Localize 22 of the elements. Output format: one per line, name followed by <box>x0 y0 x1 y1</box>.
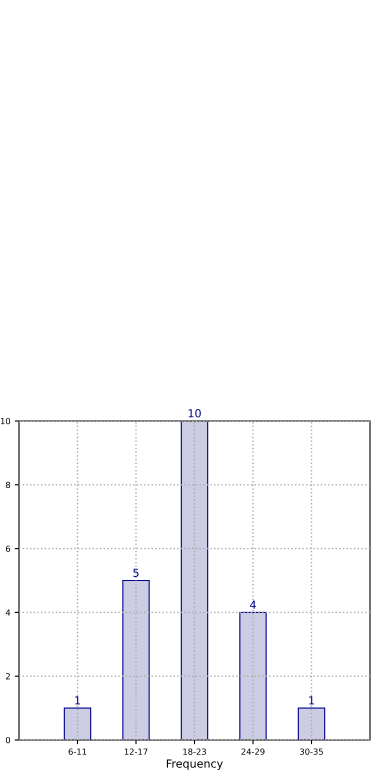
x-tick-label: 6-11 <box>68 748 86 755</box>
y-tick-label: 0 <box>6 736 10 744</box>
data-label: 1 <box>75 696 80 704</box>
y-tick-label: 6 <box>6 546 10 552</box>
bar <box>239 612 267 740</box>
data-label: 10 <box>188 409 201 418</box>
data-label: 1 <box>309 696 314 704</box>
bar <box>298 708 326 740</box>
x-axis-title: Frequency <box>166 760 223 770</box>
y-tick-label: 4 <box>6 609 10 616</box>
x-tick-label: 18-23 <box>183 748 206 755</box>
x-tick-label: 12-17 <box>124 748 148 755</box>
data-label: 4 <box>250 600 256 609</box>
data-label: 5 <box>133 568 139 577</box>
bar <box>122 580 150 740</box>
x-tick-label: 24-29 <box>242 748 265 755</box>
bar <box>180 421 208 740</box>
y-tick-label: 8 <box>6 482 10 488</box>
bar <box>64 708 92 740</box>
x-tick-label: 30-35 <box>300 748 323 755</box>
y-tick-label: 2 <box>6 673 10 680</box>
y-tick-label: 10 <box>0 418 10 424</box>
